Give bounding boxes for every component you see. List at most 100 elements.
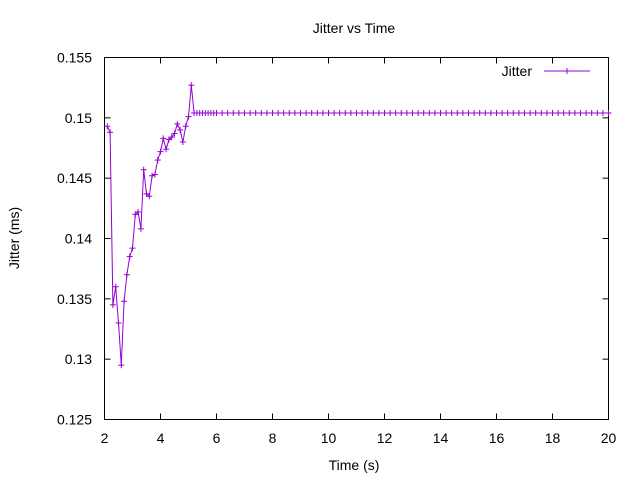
legend-label-jitter: Jitter bbox=[502, 63, 533, 79]
data-point bbox=[269, 110, 276, 117]
data-point bbox=[151, 171, 158, 178]
y-tick-label: 0.14 bbox=[65, 231, 92, 247]
data-point bbox=[314, 110, 321, 117]
data-point bbox=[566, 110, 573, 117]
data-point bbox=[454, 110, 461, 117]
data-point bbox=[149, 172, 156, 179]
data-point bbox=[275, 110, 282, 117]
x-tick-label: 14 bbox=[433, 430, 449, 446]
data-point bbox=[375, 110, 382, 117]
data-point bbox=[107, 129, 114, 136]
y-tick-label: 0.135 bbox=[57, 291, 92, 307]
series-layer bbox=[104, 82, 612, 369]
x-tick-label: 16 bbox=[489, 430, 505, 446]
data-point bbox=[331, 110, 338, 117]
data-point bbox=[420, 110, 427, 117]
x-tick-label: 18 bbox=[545, 430, 561, 446]
data-point bbox=[594, 110, 601, 117]
y-axis-label: Jitter (ms) bbox=[6, 207, 22, 269]
series-line-jitter bbox=[106, 85, 609, 366]
data-point bbox=[179, 138, 186, 145]
data-point bbox=[583, 110, 590, 117]
x-tick-label: 10 bbox=[321, 430, 337, 446]
data-point bbox=[387, 110, 394, 117]
data-point bbox=[459, 110, 466, 117]
data-point bbox=[112, 283, 119, 290]
data-point bbox=[403, 110, 410, 117]
data-point bbox=[588, 110, 595, 117]
data-point bbox=[135, 208, 142, 215]
data-point bbox=[560, 110, 567, 117]
data-point bbox=[182, 123, 189, 130]
data-point bbox=[118, 362, 125, 369]
data-point bbox=[504, 110, 511, 117]
data-point bbox=[532, 110, 539, 117]
data-point bbox=[482, 110, 489, 117]
data-point bbox=[146, 193, 153, 200]
data-point bbox=[126, 253, 133, 260]
data-point bbox=[104, 123, 111, 130]
data-point bbox=[213, 110, 220, 117]
x-axis: 2 4 6 8 10 12 14 16 18 20 bbox=[101, 57, 617, 446]
chart-title: Jitter vs Time bbox=[313, 20, 396, 36]
y-axis: 0.125 0.13 0.135 0.14 0.145 0.15 0.155 bbox=[57, 50, 609, 428]
data-point bbox=[409, 110, 416, 117]
data-point bbox=[168, 134, 175, 141]
data-point bbox=[286, 110, 293, 117]
data-point bbox=[538, 110, 545, 117]
y-tick-label: 0.125 bbox=[57, 412, 92, 428]
data-point bbox=[577, 110, 584, 117]
data-point bbox=[571, 110, 578, 117]
data-point bbox=[230, 110, 237, 117]
x-tick-label: 2 bbox=[101, 430, 109, 446]
data-point bbox=[235, 110, 242, 117]
data-point bbox=[308, 110, 315, 117]
data-point bbox=[241, 110, 248, 117]
data-point bbox=[515, 110, 522, 117]
data-point bbox=[465, 110, 472, 117]
legend-marker-jitter bbox=[564, 68, 570, 74]
data-point bbox=[252, 110, 259, 117]
data-point bbox=[121, 298, 128, 305]
data-point bbox=[549, 110, 556, 117]
data-point bbox=[359, 110, 366, 117]
data-point bbox=[160, 135, 167, 142]
data-point bbox=[364, 110, 371, 117]
data-point bbox=[392, 110, 399, 117]
data-point bbox=[448, 110, 455, 117]
data-point bbox=[263, 110, 270, 117]
data-point bbox=[297, 110, 304, 117]
data-point bbox=[437, 110, 444, 117]
data-point bbox=[426, 110, 433, 117]
y-tick-label: 0.155 bbox=[57, 50, 92, 66]
data-point bbox=[487, 110, 494, 117]
data-point bbox=[224, 110, 231, 117]
data-point bbox=[219, 110, 226, 117]
data-point bbox=[527, 110, 534, 117]
data-point bbox=[342, 110, 349, 117]
data-point bbox=[599, 110, 606, 117]
y-tick-label: 0.15 bbox=[65, 110, 92, 126]
data-point bbox=[605, 110, 612, 117]
data-point bbox=[115, 319, 122, 326]
y-tick-label: 0.13 bbox=[65, 351, 92, 367]
data-point bbox=[398, 110, 405, 117]
x-tick-label: 8 bbox=[269, 430, 277, 446]
data-point bbox=[476, 110, 483, 117]
data-point bbox=[291, 110, 298, 117]
data-point bbox=[123, 271, 130, 278]
data-point bbox=[109, 301, 116, 308]
data-point bbox=[188, 82, 195, 89]
data-point bbox=[247, 110, 254, 117]
data-point bbox=[129, 245, 136, 252]
x-tick-label: 20 bbox=[601, 430, 617, 446]
data-point bbox=[555, 110, 562, 117]
data-point bbox=[499, 110, 506, 117]
data-point bbox=[140, 166, 147, 173]
data-point bbox=[431, 110, 438, 117]
data-point bbox=[157, 148, 164, 155]
data-point bbox=[154, 157, 161, 164]
data-point bbox=[137, 225, 144, 232]
data-point bbox=[443, 110, 450, 117]
